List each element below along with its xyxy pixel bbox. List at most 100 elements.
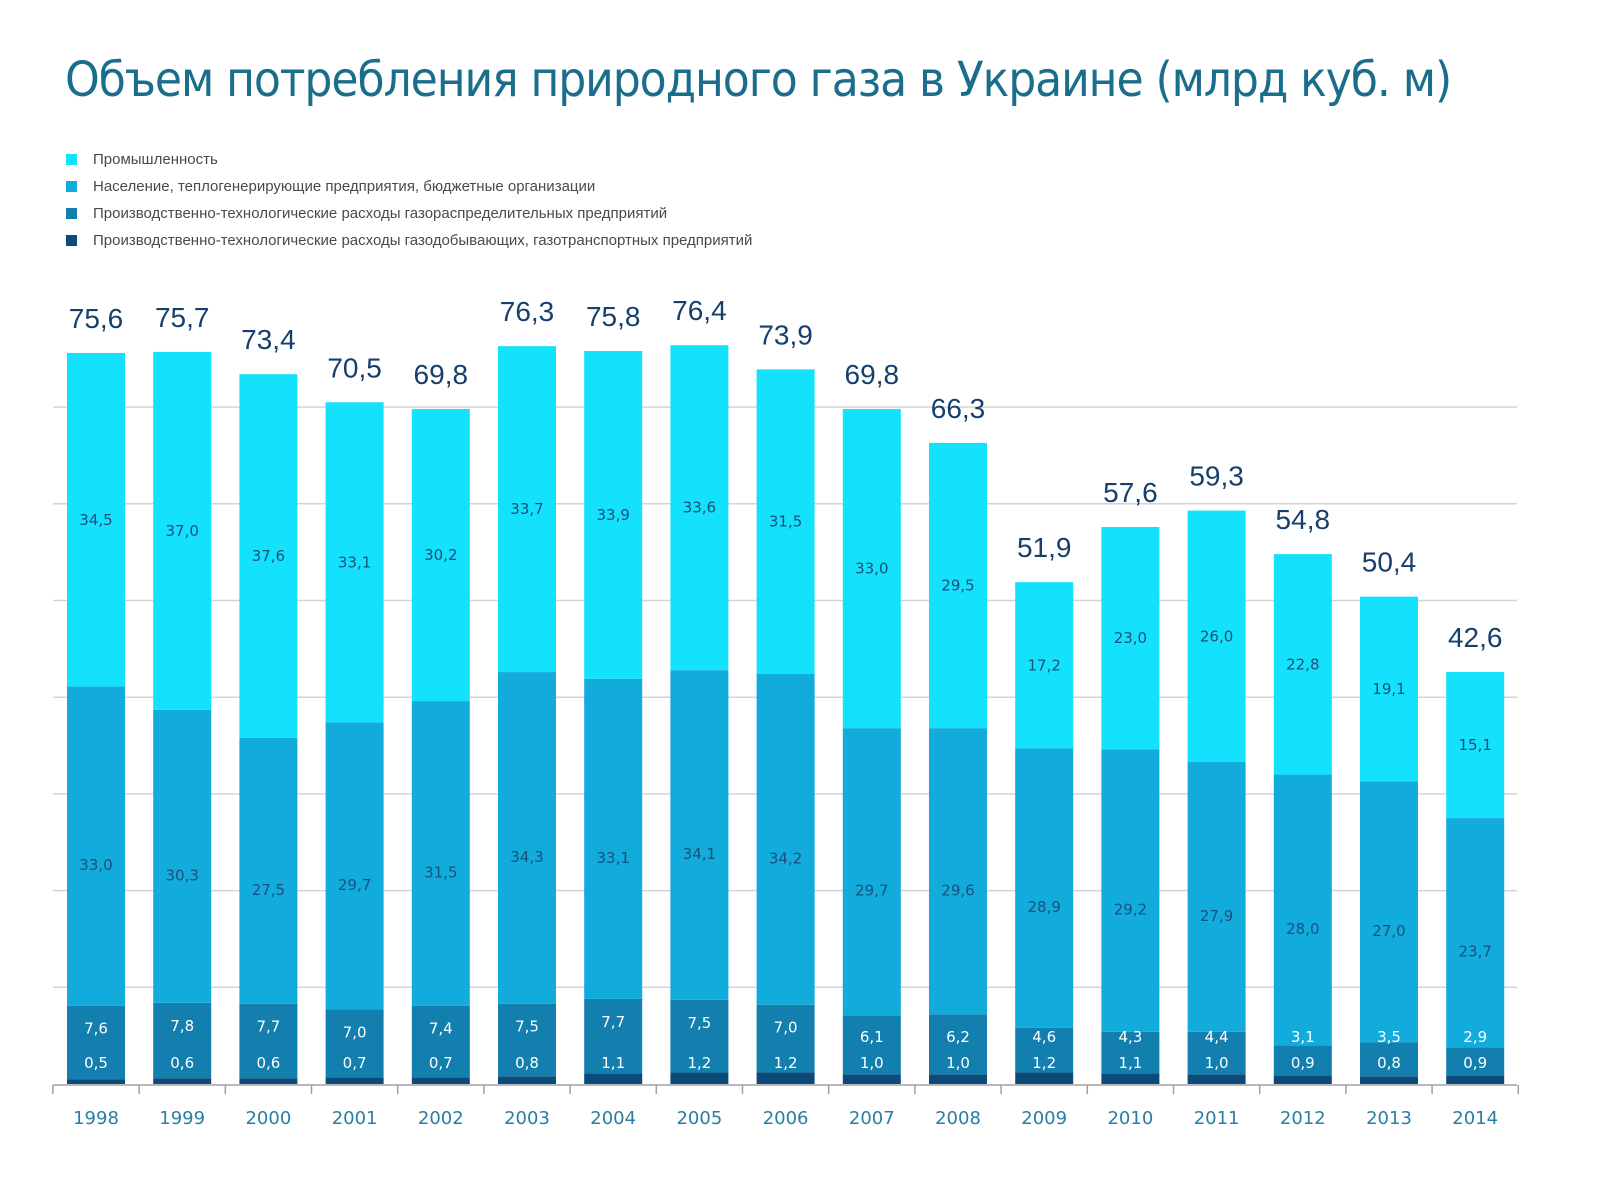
- x-tick-label: 1998: [73, 1108, 119, 1129]
- segment-label: 23,7: [1458, 943, 1491, 961]
- segment-label: 1,0: [860, 1054, 884, 1072]
- bar-segment: [1446, 818, 1505, 1048]
- bar-segment: [1015, 582, 1074, 749]
- segment-label: 29,7: [338, 876, 371, 894]
- segment-label: 7,4: [429, 1020, 453, 1038]
- total-label: 76,4: [672, 295, 727, 326]
- segment-label: 1,1: [1118, 1054, 1142, 1072]
- segment-label: 0,8: [1377, 1054, 1401, 1072]
- total-label: 59,3: [1189, 461, 1244, 492]
- bar-segment: [1187, 510, 1246, 762]
- segment-label: 34,1: [683, 845, 716, 863]
- total-label: 50,4: [1362, 547, 1417, 578]
- x-tick-label: 2005: [676, 1108, 722, 1129]
- segment-label: 33,9: [596, 506, 629, 524]
- legend-label-industry: Промышленность: [93, 151, 218, 168]
- bar-segment: [1273, 1075, 1332, 1084]
- total-label: 76,3: [500, 296, 555, 327]
- segment-label: 27,5: [252, 881, 285, 899]
- segment-label: 29,7: [855, 882, 888, 900]
- segment-label: 0,6: [170, 1054, 194, 1072]
- segment-label: 27,9: [1200, 907, 1233, 925]
- bar-segment: [67, 1079, 125, 1084]
- segment-label: 0,7: [343, 1054, 367, 1072]
- legend-label-distribution: Производственно-технологические расходы …: [93, 205, 668, 222]
- segment-label: 33,6: [683, 499, 716, 517]
- total-label: 54,8: [1276, 504, 1331, 535]
- segment-label: 6,1: [860, 1028, 884, 1046]
- bar-segment: [498, 1003, 556, 1077]
- total-label: 73,4: [241, 324, 296, 355]
- bar-segment: [842, 409, 901, 729]
- bar-segment: [929, 1074, 987, 1084]
- segment-label: 3,5: [1377, 1028, 1401, 1046]
- bar-segment: [325, 402, 384, 723]
- bar-segment: [756, 673, 815, 1005]
- bar-segment: [1015, 748, 1074, 1028]
- segment-label: 31,5: [769, 513, 802, 531]
- bar-segment: [1187, 761, 1246, 1032]
- segment-label: 31,5: [424, 863, 457, 881]
- x-tick-label: 1999: [159, 1108, 205, 1129]
- x-tick-label: 2011: [1194, 1108, 1240, 1129]
- segment-label: 17,2: [1027, 656, 1060, 674]
- segment-label: 1,2: [687, 1054, 711, 1072]
- bar-segment: [67, 686, 125, 1006]
- segment-label: 2,9: [1463, 1028, 1487, 1046]
- bar-segment: [67, 352, 125, 687]
- segment-label: 33,1: [338, 553, 371, 571]
- segment-label: 4,3: [1118, 1028, 1142, 1046]
- bar-segment: [1187, 1074, 1246, 1084]
- bar-segment: [1446, 1075, 1505, 1084]
- bars: [67, 345, 1505, 1084]
- bar-segment: [498, 1076, 556, 1084]
- bar-segment: [842, 1015, 901, 1075]
- bar-segment: [584, 998, 643, 1074]
- segment-label: 28,9: [1027, 898, 1060, 916]
- segment-label: 1,1: [601, 1054, 625, 1072]
- bar-segment: [929, 442, 987, 729]
- segment-label: 7,0: [343, 1024, 367, 1042]
- segment-label: 1,0: [946, 1054, 970, 1072]
- segment-label: 0,8: [515, 1054, 539, 1072]
- x-tick-label: 2014: [1452, 1108, 1498, 1129]
- segment-label: 27,0: [1372, 922, 1405, 940]
- segment-label: 1,0: [1205, 1054, 1229, 1072]
- segment-label: 15,1: [1458, 736, 1491, 754]
- x-tick-label: 2004: [590, 1108, 636, 1129]
- bar-segment: [1101, 527, 1160, 750]
- bar-segment: [239, 1078, 298, 1084]
- x-tick-label: 2001: [332, 1108, 378, 1129]
- segment-label: 29,2: [1114, 901, 1147, 919]
- bar-segment: [325, 1009, 384, 1078]
- bar-segment: [1015, 1027, 1074, 1073]
- bar-segment: [239, 737, 298, 1004]
- bar-segment: [670, 345, 729, 671]
- segment-label: 22,8: [1286, 655, 1319, 673]
- x-tick-label: 2002: [418, 1108, 464, 1129]
- x-tick-label: 2009: [1021, 1108, 1067, 1129]
- bar-segment: [325, 722, 384, 1010]
- x-tick-label: 2010: [1107, 1108, 1153, 1129]
- bar-segment: [1101, 1031, 1160, 1074]
- bar-segment: [1273, 554, 1332, 775]
- legend-swatch-industry: [66, 154, 77, 165]
- bar-segment: [1360, 1076, 1418, 1084]
- total-label: 66,3: [931, 393, 986, 424]
- bar-segment: [756, 1004, 815, 1073]
- bar-segment: [1360, 596, 1418, 782]
- segment-label: 0,7: [429, 1054, 453, 1072]
- bar-segment: [842, 728, 901, 1016]
- total-label: 42,6: [1448, 622, 1503, 653]
- segment-label: 4,6: [1032, 1028, 1056, 1046]
- segment-label: 33,7: [510, 500, 543, 518]
- segment-label: 4,4: [1205, 1028, 1229, 1046]
- total-label: 69,8: [414, 359, 469, 390]
- bar-segment: [1360, 781, 1418, 1043]
- x-tick-label: 2006: [763, 1108, 809, 1129]
- segment-label: 34,3: [510, 848, 543, 866]
- bar-segment: [498, 346, 556, 673]
- legend-item-distribution: Производственно-технологические расходы …: [66, 200, 752, 227]
- bar-segment: [929, 728, 987, 1015]
